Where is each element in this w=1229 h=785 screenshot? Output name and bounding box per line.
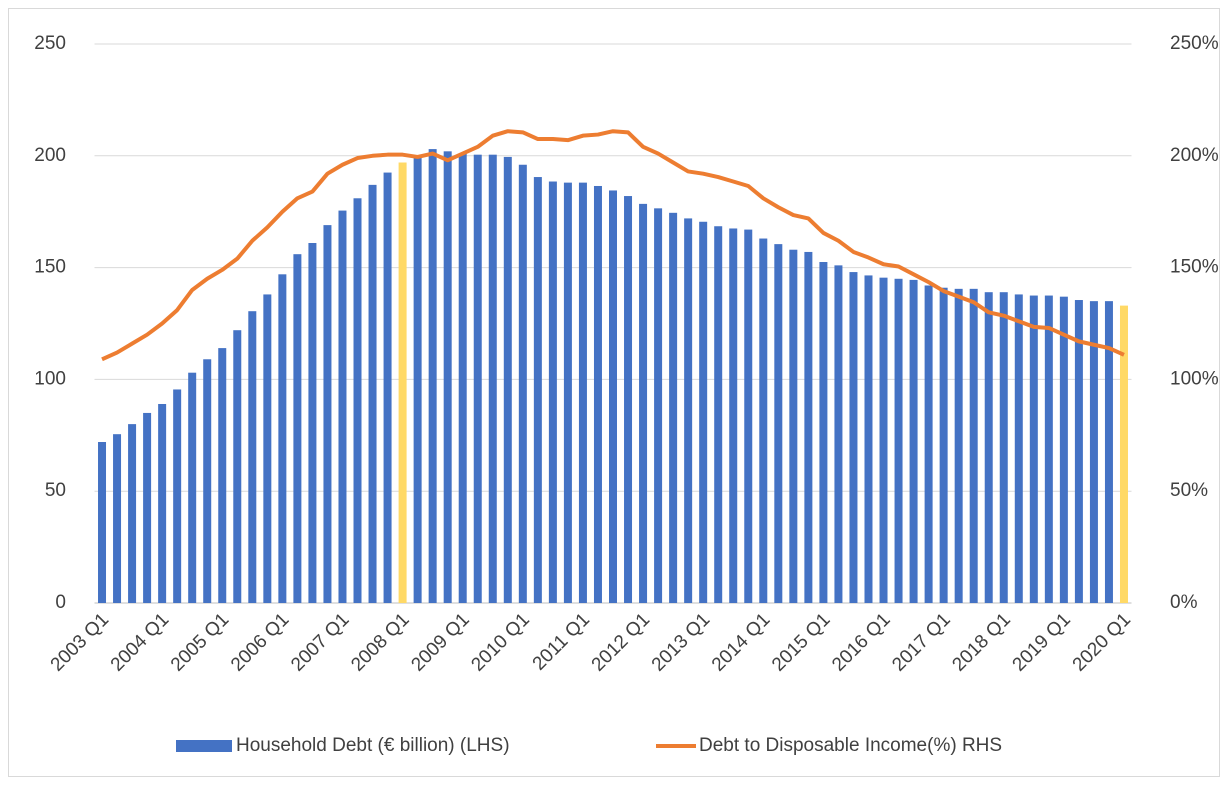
- bar: [909, 279, 918, 603]
- bar: [624, 196, 633, 603]
- bar: [1059, 296, 1068, 603]
- bar: [293, 254, 302, 603]
- bar: [1119, 305, 1128, 603]
- y2-tick-label: 0%: [1170, 592, 1198, 613]
- bar: [984, 292, 993, 603]
- bar: [924, 285, 933, 603]
- bar: [278, 274, 287, 603]
- line: [101, 129, 1125, 362]
- bar: [443, 151, 452, 603]
- y2-tick-label: 250%: [1170, 33, 1219, 54]
- bar: [488, 154, 497, 603]
- bar: [969, 288, 978, 603]
- y2-tick-label: 150%: [1170, 257, 1219, 278]
- bar: [774, 244, 783, 603]
- legend-swatch: [176, 740, 232, 752]
- bar: [1074, 300, 1083, 603]
- bar: [954, 288, 963, 603]
- bar: [383, 172, 392, 603]
- bar: [804, 251, 813, 603]
- bar: [864, 275, 873, 603]
- bar: [999, 292, 1008, 603]
- bar: [263, 294, 272, 603]
- bar: [173, 389, 182, 603]
- bar: [1044, 295, 1053, 603]
- bar: [759, 238, 768, 604]
- bar: [218, 348, 227, 603]
- bar: [188, 372, 197, 603]
- bar: [1014, 294, 1023, 603]
- legend-label: Household Debt (€ billion) (LHS): [236, 735, 510, 756]
- y-tick-label: 100: [34, 368, 66, 389]
- bar: [729, 228, 738, 603]
- bar: [699, 221, 708, 603]
- y2-tick-label: 50%: [1170, 480, 1208, 501]
- bar: [353, 198, 362, 603]
- bar: [1104, 301, 1113, 603]
- bar: [563, 182, 572, 603]
- bar: [849, 272, 858, 603]
- bar: [503, 156, 512, 603]
- bar: [113, 434, 122, 603]
- bar: [323, 225, 332, 603]
- bar: [609, 190, 617, 603]
- bar: [819, 262, 828, 603]
- y2-tick-label: 100%: [1170, 368, 1219, 389]
- bar: [203, 359, 212, 603]
- bar: [578, 182, 587, 603]
- bar: [533, 177, 542, 604]
- bar: [639, 203, 648, 603]
- bar: [939, 287, 948, 603]
- bar: [143, 412, 152, 603]
- bar: [413, 155, 422, 604]
- y-tick-label: 250: [34, 33, 66, 54]
- bar: [1089, 301, 1098, 603]
- bar: [744, 229, 753, 603]
- bar: [548, 181, 557, 603]
- y2-tick-label: 200%: [1170, 145, 1219, 166]
- bar: [714, 226, 723, 603]
- bar: [1029, 295, 1038, 603]
- bar: [894, 278, 903, 603]
- bar: [473, 154, 482, 603]
- y-tick-label: 150: [34, 257, 66, 278]
- legend-label: Debt to Disposable Income(%) RHS: [699, 735, 1002, 756]
- bar: [98, 442, 107, 603]
- bar: [248, 311, 257, 603]
- bar: [128, 424, 137, 603]
- bar: [308, 243, 317, 603]
- bar: [879, 277, 888, 603]
- bar: [669, 212, 678, 603]
- y-tick-label: 50: [45, 480, 66, 501]
- bar: [834, 265, 843, 603]
- bar: [428, 149, 437, 604]
- bar: [398, 162, 407, 603]
- bar: [654, 208, 663, 603]
- y-tick-label: 0: [55, 592, 66, 613]
- y-tick-label: 200: [34, 145, 66, 166]
- bar: [593, 185, 602, 603]
- bar: [158, 403, 167, 603]
- bar: [368, 184, 377, 604]
- bar: [338, 210, 347, 603]
- bar: [233, 330, 242, 603]
- bar: [518, 164, 527, 603]
- bar: [789, 249, 798, 603]
- bar: [684, 218, 693, 603]
- bar: [458, 153, 467, 603]
